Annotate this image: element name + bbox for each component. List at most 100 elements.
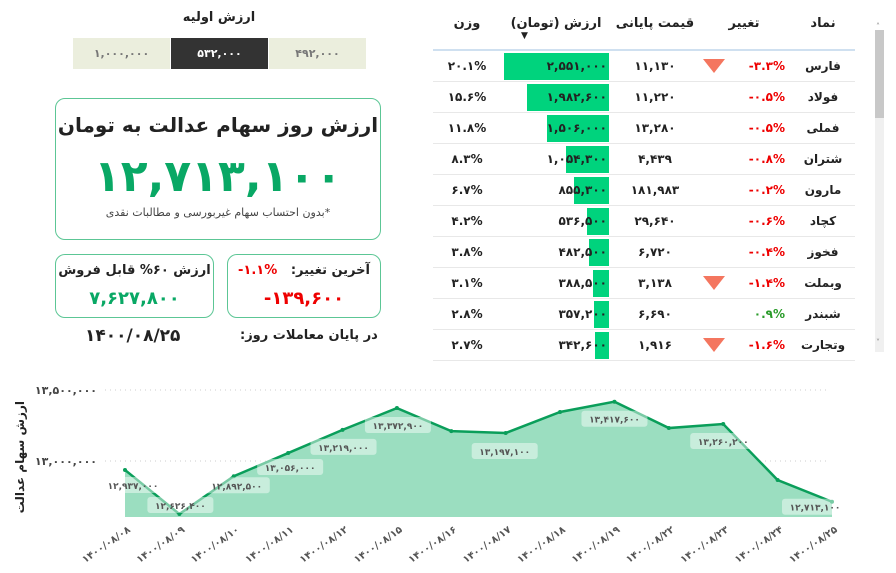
symbol: کچاد [809, 214, 837, 228]
col-symbol[interactable]: نماد [810, 16, 836, 31]
value-bar [586, 207, 609, 235]
value-bar [594, 300, 609, 328]
weight: ۲.۸% [451, 307, 483, 321]
sellable-value-card: ارزش ۶۰% قابل فروش ۷,۶۲۷,۸۰۰ [55, 254, 214, 318]
initial-value-selector: ۴۹۲,۰۰۰ ۵۳۲,۰۰۰ ۱,۰۰۰,۰۰۰ [72, 38, 366, 69]
symbol: وتجارت [800, 338, 846, 352]
last-change-label: آخرین تغییر: [290, 263, 370, 278]
data-label-bg [310, 438, 377, 455]
data-label-bg [471, 443, 538, 460]
data-point[interactable] [123, 467, 127, 472]
table-scrollbar[interactable] [875, 30, 884, 352]
x-tick-label: ۱۴۰۰/۰۸/۱۸ [516, 524, 568, 565]
data-label-bg [147, 497, 214, 514]
x-tick-label: ۱۴۰۰/۰۸/۲۲ [624, 524, 676, 565]
data-point[interactable] [177, 512, 182, 517]
initial-value-option[interactable]: ۴۹۲,۰۰۰ [268, 38, 366, 69]
table-row[interactable]: وتجارت -۱.۶% ۱,۹۱۶ ۳۴۲,۶۰۰ ۲.۷% [433, 330, 855, 361]
x-tick-label: ۱۴۰۰/۰۸/۰۸ [80, 524, 132, 565]
value: ۲,۵۵۱,۰۰۰ [546, 58, 607, 73]
day-label: در پایان معاملات روز: [240, 328, 378, 343]
x-tick-label: ۱۴۰۰/۰۸/۱۱ [244, 524, 296, 565]
data-label: ۱۳,۲۶۰,۲۰۰ [698, 438, 749, 448]
data-point[interactable] [666, 426, 671, 431]
data-point[interactable] [721, 422, 726, 427]
table-row[interactable]: فولاد -۰.۵% ۱۱,۲۲۰ ۱,۹۸۲,۶۰۰ ۱۵.۶% [433, 82, 855, 113]
data-point[interactable] [394, 406, 399, 411]
data-label-bg [782, 498, 848, 515]
data-point[interactable] [449, 429, 454, 434]
table-row[interactable]: فخوز -۰.۴% ۶,۷۲۰ ۴۸۲,۵۰۰ ۳.۸% [433, 237, 855, 268]
col-price[interactable]: قیمت پایانی [615, 16, 695, 31]
x-tick-label: ۱۴۰۰/۰۸/۱۰ [189, 524, 241, 565]
change-percent: ۰.۹% [753, 307, 785, 321]
value: ۱,۵۰۶,۰۰۰ [546, 120, 607, 135]
col-change[interactable]: تغییر [728, 16, 760, 31]
symbol: شبندر [805, 307, 841, 321]
symbol: مارون [804, 183, 842, 197]
data-label: ۱۳,۳۷۲,۹۰۰ [373, 422, 424, 432]
y-tick-label: ۱۳,۰۰۰,۰۰۰ [35, 455, 97, 468]
scroll-down-icon[interactable]: ˅ [876, 338, 880, 347]
change-percent: -۱.۶% [748, 338, 785, 352]
sellable-value-label: ارزش ۶۰% قابل فروش [58, 263, 211, 278]
data-label: ۱۲,۶۲۶,۴۰۰ [155, 502, 206, 512]
close-price: ۶,۷۲۰ [638, 245, 672, 259]
scrollbar-thumb[interactable] [875, 30, 884, 118]
table-row[interactable]: شتران -۰.۸% ۴,۴۳۹ ۱,۰۵۴,۳۰۰ ۸.۳% [433, 144, 855, 175]
initial-value-option[interactable]: ۱,۰۰۰,۰۰۰ [72, 38, 170, 69]
data-point[interactable] [830, 499, 834, 504]
data-point[interactable] [340, 427, 345, 432]
data-label: ۱۲,۸۹۲,۵۰۰ [211, 482, 262, 492]
col-value[interactable]: ارزش (تومان) ▼ [501, 16, 611, 41]
weight: ۶.۷% [451, 183, 483, 197]
close-price: ۲۹,۶۴۰ [634, 214, 676, 228]
table-row[interactable]: مارون -۰.۲% ۱۸۱,۹۸۳ ۸۵۵,۳۰۰ ۶.۷% [433, 175, 855, 206]
table-row[interactable]: شبندر ۰.۹% ۶,۶۹۰ ۳۵۷,۲۰۰ ۲.۸% [433, 299, 855, 330]
symbol: فخوز [807, 245, 839, 259]
trading-date: ۱۴۰۰/۰۸/۲۵ [85, 326, 181, 346]
x-tick-label: ۱۴۰۰/۰۸/۲۳ [679, 524, 731, 565]
data-point[interactable] [558, 410, 563, 415]
x-tick-label: ۱۴۰۰/۰۸/۱۵ [352, 524, 404, 565]
table-row[interactable]: فملی -۰.۵% ۱۳,۲۸۰ ۱,۵۰۶,۰۰۰ ۱۱.۸% [433, 113, 855, 144]
change-percent: -۰.۵% [748, 121, 785, 135]
down-arrow-icon [703, 338, 725, 352]
value: ۳۵۷,۲۰۰ [558, 306, 607, 321]
x-tick-label: ۱۴۰۰/۰۸/۰۹ [135, 524, 187, 565]
change-percent: -۰.۶% [748, 214, 785, 228]
data-label: ۱۲,۷۱۳,۱۰۰ [790, 504, 841, 514]
initial-value-title: ارزش اولیه [182, 10, 256, 25]
data-label: ۱۳,۴۱۷,۶۰۰ [589, 416, 640, 426]
last-change-card: آخرین تغییر: -۱.۱% -۱۳۹,۶۰۰ [227, 254, 381, 318]
value-bar [527, 83, 609, 111]
value-bar [547, 114, 609, 142]
data-point[interactable] [775, 478, 780, 483]
scroll-up-icon[interactable]: ˄ [876, 22, 880, 31]
data-label-bg [364, 417, 431, 434]
initial-value-option-selected[interactable]: ۵۳۲,۰۰۰ [170, 38, 268, 69]
close-price: ۱,۹۱۶ [638, 338, 672, 352]
col-weight[interactable]: وزن [453, 16, 481, 31]
data-point[interactable] [231, 474, 236, 479]
value-history-chart: ۱۳,۵۰۰,۰۰۰ ۱۳,۰۰۰,۰۰۰ ۱۲,۹۳۷,۰۰۰ ۱۴۰۰/۰۸/۰۸… [35, 384, 848, 566]
table-row[interactable]: وبملت -۱.۴% ۳,۱۳۸ ۳۸۸,۵۰۰ ۳.۱% [433, 268, 855, 299]
data-label-bg [100, 476, 166, 493]
value-bar [593, 269, 609, 297]
value-bar [565, 145, 609, 173]
value: ۳۸۸,۵۰۰ [558, 275, 607, 290]
symbol: فارس [805, 59, 841, 73]
table-row[interactable]: کچاد -۰.۶% ۲۹,۶۴۰ ۵۳۶,۵۰۰ ۴.۲% [433, 206, 855, 237]
data-point[interactable] [286, 451, 291, 456]
data-point[interactable] [503, 431, 508, 436]
close-price: ۱۱,۱۳۰ [634, 59, 676, 73]
series-line [124, 400, 833, 516]
data-point[interactable] [612, 399, 617, 404]
holdings-table: نماد تغییر قیمت پایانی ارزش (تومان) ▼ وزن… [433, 0, 855, 361]
change-percent: -۰.۵% [748, 90, 785, 104]
data-label-bg [690, 433, 757, 450]
data-label: ۱۳,۱۹۷,۱۰۰ [479, 448, 530, 458]
close-price: ۳,۱۳۸ [638, 276, 672, 290]
x-tick-label: ۱۴۰۰/۰۸/۱۶ [407, 524, 459, 565]
table-row[interactable]: فارس -۳.۳% ۱۱,۱۳۰ ۲,۵۵۱,۰۰۰ ۲۰.۱% [433, 51, 855, 82]
